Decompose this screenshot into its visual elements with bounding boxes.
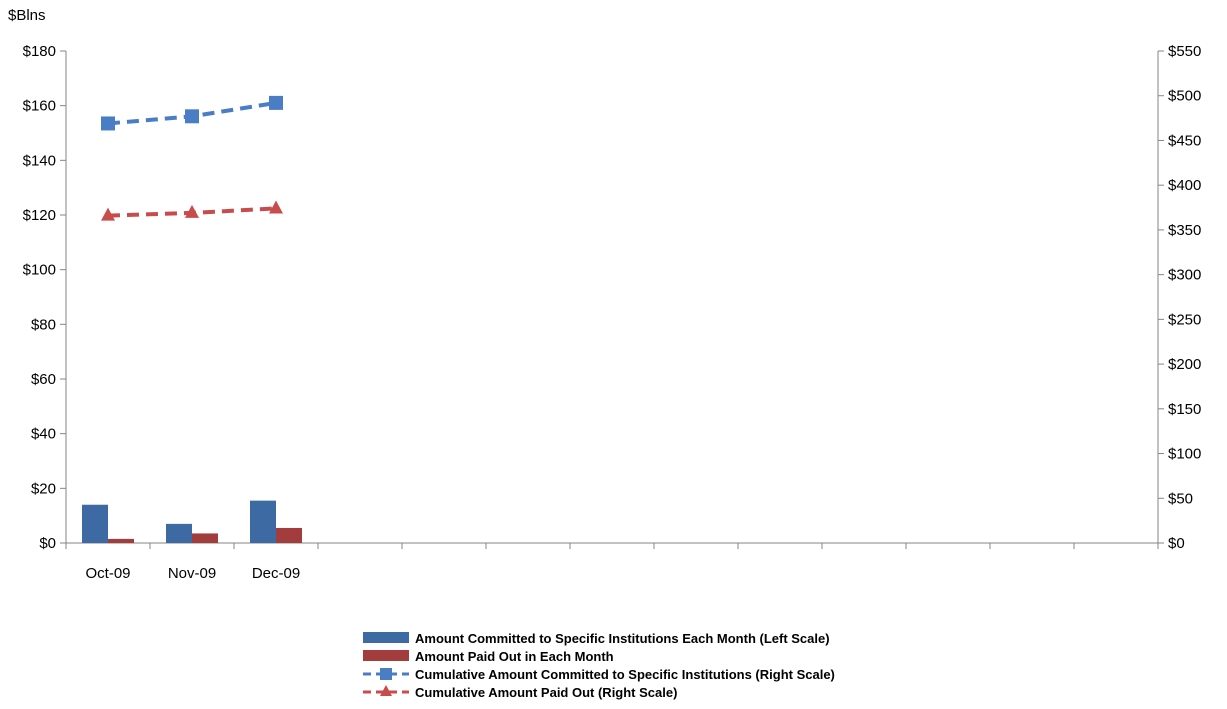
legend-label-cumulative-paid-out: Cumulative Amount Paid Out (Right Scale): [415, 685, 677, 700]
right-axis-tick-label: $500: [1168, 88, 1201, 105]
right-axis-tick-label: $200: [1168, 356, 1201, 373]
right-axis-tick-label: $150: [1168, 401, 1201, 418]
legend-label-paid-out-monthly: Amount Paid Out in Each Month: [415, 649, 614, 664]
marker-triangle: [185, 204, 199, 218]
marker-square: [101, 116, 115, 131]
left-axis-tick-label: $0: [39, 535, 56, 552]
marker-triangle: [101, 207, 115, 221]
left-axis-tick-label: $120: [23, 207, 56, 224]
right-axis-tick-label: $450: [1168, 132, 1201, 149]
left-axis: $0 $20 $40 $60 $80 $100 $120 $140 $160 $180: [23, 43, 67, 552]
legend-swatch-paid-out-monthly: [363, 650, 409, 661]
unit-label: $Blns: [8, 7, 46, 24]
right-axis-tick-label: $50: [1168, 490, 1193, 507]
legend: Amount Committed to Specific Institution…: [363, 631, 835, 700]
x-axis: Oct-09 Nov-09 Dec-09: [65, 542, 1159, 582]
bars: [82, 500, 302, 543]
bar-committed: [82, 504, 108, 543]
marker-triangle: [269, 200, 283, 214]
x-axis-tick-label: Oct-09: [85, 565, 130, 582]
right-axis-tick-label: $250: [1168, 311, 1201, 328]
marker-square: [185, 109, 199, 124]
legend-marker-square: [380, 668, 392, 680]
legend-swatch-committed-monthly: [363, 632, 409, 643]
right-axis-tick-label: $400: [1168, 177, 1201, 194]
legend-label-committed-monthly: Amount Committed to Specific Institution…: [415, 631, 830, 646]
bar-committed: [250, 500, 276, 543]
bar-paid-out: [192, 533, 218, 543]
left-axis-tick-label: $180: [23, 43, 56, 60]
legend-marker-triangle: [380, 685, 392, 696]
left-axis-tick-label: $100: [23, 262, 56, 279]
left-axis-tick-label: $80: [31, 316, 56, 333]
left-axis-tick-label: $60: [31, 371, 56, 388]
x-axis-tick-label: Dec-09: [252, 565, 300, 582]
right-axis-tick-label: $0: [1168, 535, 1185, 552]
left-axis-tick-label: $140: [23, 152, 56, 169]
right-axis: $0 $50 $100 $150 $200 $250 $300 $350 $400 $450 $50…: [1157, 43, 1201, 552]
right-axis-tick-label: $350: [1168, 222, 1201, 239]
bar-committed: [166, 523, 192, 543]
right-axis-tick-label: $100: [1168, 446, 1201, 463]
x-axis-tick-label: Nov-09: [168, 565, 216, 582]
bar-paid-out: [276, 527, 302, 543]
left-axis-tick-label: $40: [31, 426, 56, 443]
right-axis-tick-label: $300: [1168, 267, 1201, 284]
right-axis-tick-label: $550: [1168, 43, 1201, 60]
bar-paid-out: [108, 538, 134, 543]
legend-label-cumulative-committed: Cumulative Amount Committed to Specific …: [415, 667, 835, 682]
lines: [101, 95, 283, 221]
marker-square: [269, 95, 283, 110]
left-axis-tick-label: $160: [23, 98, 56, 115]
left-axis-tick-label: $20: [31, 480, 56, 497]
